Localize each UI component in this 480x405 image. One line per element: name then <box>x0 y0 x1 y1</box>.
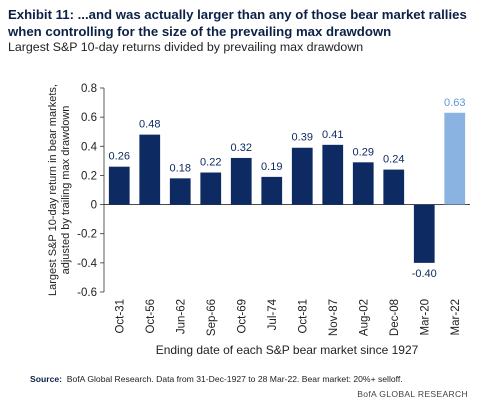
data-label: 0.18 <box>170 162 191 174</box>
y-tick-label: 0.4 <box>81 141 98 153</box>
bar <box>352 162 374 205</box>
y-axis-title-line: Largest S&P 10-day return in bear market… <box>47 84 59 296</box>
y-tick-label: 0 <box>91 200 97 212</box>
bar <box>383 169 405 205</box>
bar <box>230 157 252 205</box>
y-tick-label: 0.6 <box>81 112 97 124</box>
category-label: Oct-56 <box>145 299 157 334</box>
y-tick-label: -0.2 <box>77 229 97 241</box>
source-text: BofA Global Research. Data from 31-Dec-1… <box>66 374 403 384</box>
y-tick-label: -0.6 <box>77 287 97 299</box>
branding: BofA GLOBAL RESEARCH <box>357 389 468 399</box>
bar <box>322 144 344 205</box>
data-label: 0.19 <box>261 161 282 173</box>
category-label: Oct-69 <box>236 299 248 334</box>
y-tick-label: -0.4 <box>77 258 97 270</box>
category-label: Dec-08 <box>389 299 401 336</box>
bar <box>200 172 222 205</box>
category-label: Oct-81 <box>297 299 309 334</box>
y-axis-title: Largest S&P 10-day return in bear market… <box>47 84 72 296</box>
data-label: 0.32 <box>231 142 252 154</box>
bar <box>261 176 283 205</box>
chart-title: Exhibit 11: ...and was actually larger t… <box>8 7 467 39</box>
data-label: 0.26 <box>109 151 130 163</box>
category-label: Aug-02 <box>358 299 370 336</box>
x-axis-title: Ending date of each S&P bear market sinc… <box>156 343 419 357</box>
data-label: 0.48 <box>139 119 160 131</box>
bar <box>413 204 435 263</box>
data-label: 0.29 <box>353 146 374 158</box>
bar <box>291 147 313 205</box>
source-label: Source: <box>30 374 62 384</box>
data-label: 0.24 <box>383 154 404 166</box>
category-label: Oct-31 <box>114 299 126 334</box>
data-label: 0.63 <box>444 97 465 109</box>
bar <box>444 112 466 205</box>
category-label: Mar-20 <box>419 299 431 335</box>
y-axis-title-line: adjusted by trailing max drawdown <box>60 106 72 275</box>
chart-subtitle: Largest S&P 10-day returns divided by pr… <box>8 40 364 54</box>
data-label: 0.41 <box>322 129 343 141</box>
category-label: Mar-22 <box>450 299 462 335</box>
bar <box>139 134 161 205</box>
data-label: -0.40 <box>412 268 437 280</box>
bar <box>169 178 191 205</box>
data-label: 0.22 <box>200 157 221 169</box>
category-label: Jul-74 <box>267 298 279 330</box>
category-label: Nov-87 <box>328 299 340 336</box>
y-tick-label: 0.2 <box>81 170 97 182</box>
data-label: 0.39 <box>292 132 313 144</box>
category-label: Sep-66 <box>206 299 218 336</box>
bar-chart: -0.6 -0.4 -0.2 0 0.2 0.4 0.6 0.8 0.26 Oct-31 0.48 O… <box>47 83 470 357</box>
category-label: Jun-62 <box>175 299 187 334</box>
source-note: Source: BofA Global Research. Data from … <box>30 374 476 384</box>
y-tick-label: 0.8 <box>81 83 97 95</box>
bar <box>108 166 130 205</box>
